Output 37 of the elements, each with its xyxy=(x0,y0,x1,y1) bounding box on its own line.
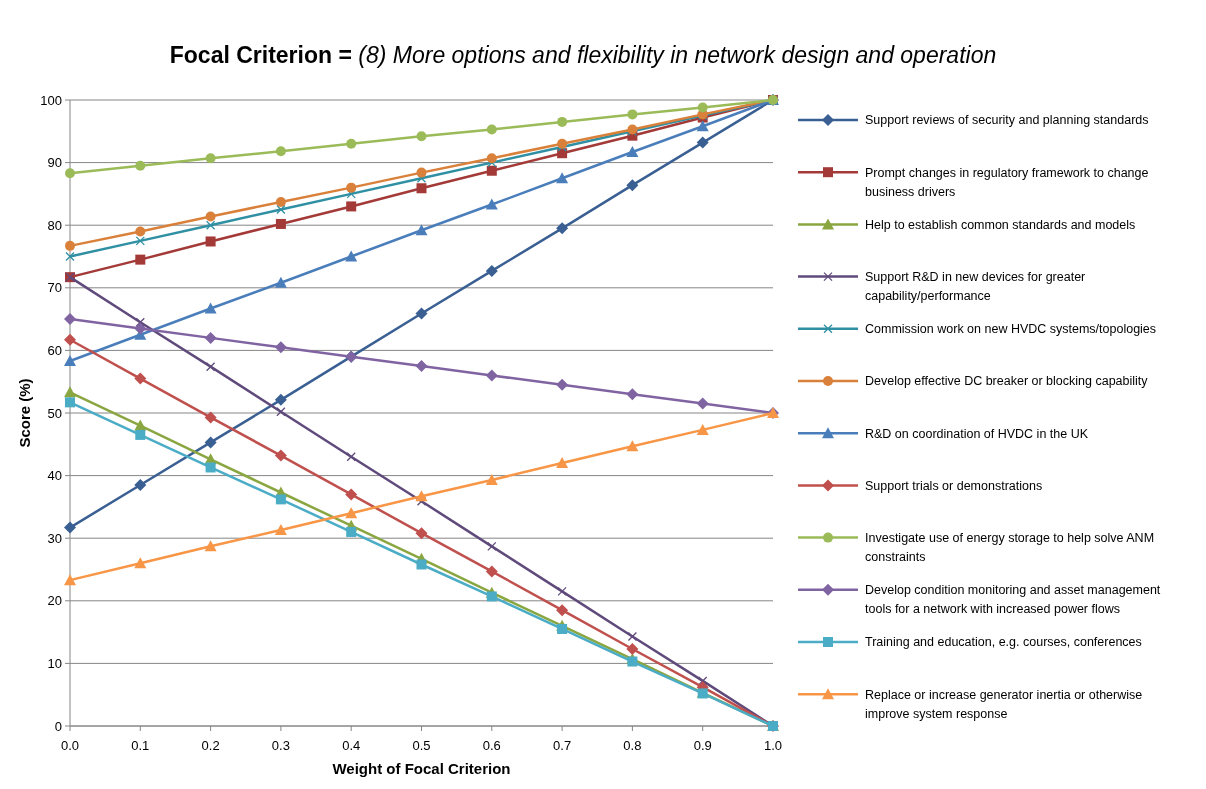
legend-label: Investigate use of energy storage to help solve ANM constraints xyxy=(865,530,1155,564)
legend-label: Support R&D in new devices for greater capability/performance xyxy=(865,269,1086,303)
chart-title: Focal Criterion = (8) More options and flexibility in network design and operation xyxy=(169,42,997,68)
y-tick-label: 80 xyxy=(47,217,62,233)
y-tick-label: 40 xyxy=(47,468,62,484)
x-tick-label: 0.6 xyxy=(482,738,501,753)
legend-label: Support reviews of security and planning standards xyxy=(865,113,1149,128)
x-tick-label: 0.4 xyxy=(342,738,361,753)
y-tick-label: 70 xyxy=(47,280,62,296)
legend-label: Support trials or demonstrations xyxy=(865,478,1043,493)
y-tick-label: 100 xyxy=(40,92,62,108)
x-tick-label: 1.0 xyxy=(763,738,783,753)
legend-label: Develop condition monitoring and asset management tools for a network with increased power flows xyxy=(865,583,1161,617)
y-tick-label: 10 xyxy=(47,655,62,671)
y-tick-label: 30 xyxy=(47,530,62,546)
legend-label: Develop effective DC breaker or blocking capability xyxy=(865,374,1149,389)
y-tick-label: 60 xyxy=(47,342,62,358)
legend-label: Help to establish common standards and models xyxy=(865,217,1136,232)
y-tick-label: 90 xyxy=(47,155,62,171)
legend-label: Replace or increase generator inertia or otherwise improve system response xyxy=(865,687,1143,721)
x-tick-label: 0.3 xyxy=(271,738,290,753)
x-tick-label: 0.9 xyxy=(693,738,712,753)
legend-label: Training and education, e.g. courses, conferences xyxy=(865,635,1142,650)
x-axis-title: Weight of Focal Criterion xyxy=(332,760,511,777)
x-tick-label: 0.0 xyxy=(60,738,80,753)
x-tick-label: 0.8 xyxy=(623,738,642,753)
y-axis-title: Score (%) xyxy=(16,378,33,448)
legend-label: R&D on coordination of HVDC in the UK xyxy=(865,426,1089,441)
legend-label: Commission work on new HVDC systems/topologies xyxy=(865,322,1157,337)
x-tick-label: 0.5 xyxy=(412,738,431,753)
y-tick-label: 20 xyxy=(47,593,62,609)
x-tick-label: 0.1 xyxy=(131,738,150,753)
x-tick-label: 0.2 xyxy=(201,738,220,753)
legend-label: Prompt changes in regulatory framework to change business drivers xyxy=(865,165,1149,199)
y-tick-label: 0 xyxy=(54,718,62,734)
y-tick-label: 50 xyxy=(47,405,62,421)
x-tick-label: 0.7 xyxy=(553,738,572,753)
